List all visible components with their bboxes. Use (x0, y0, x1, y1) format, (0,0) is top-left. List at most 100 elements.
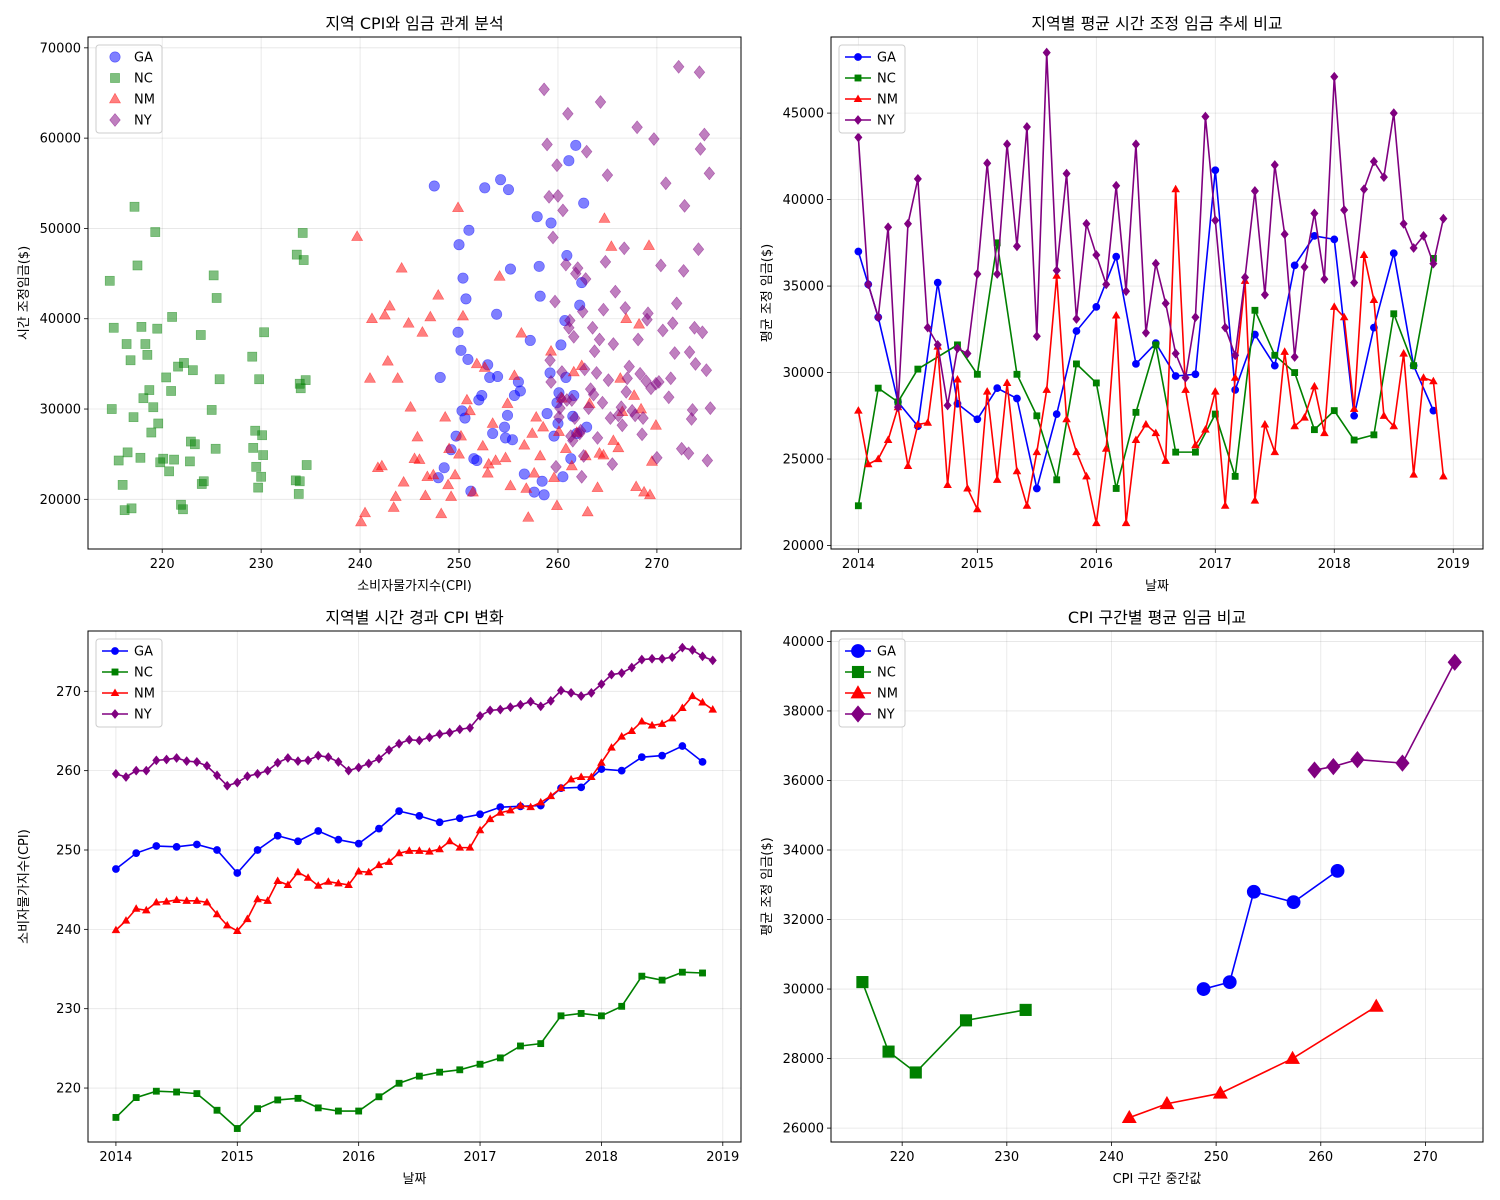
data-point-NY (1439, 213, 1448, 224)
data-point-NY (591, 430, 604, 445)
data-point-NM (1002, 378, 1012, 386)
data-point-NM (1220, 501, 1230, 509)
data-point-NY (963, 348, 972, 359)
data-point-GA (933, 278, 942, 287)
data-point-NY (874, 312, 883, 323)
data-point-GA (452, 326, 464, 338)
legend-label-NY: NY (877, 708, 895, 723)
data-point-NY (579, 272, 592, 286)
data-point-NY (667, 316, 679, 331)
data-point-NM (425, 847, 434, 855)
x-tick-label: 2014 (99, 1150, 132, 1165)
data-point-NC (256, 471, 267, 482)
data-point-GA (658, 751, 666, 760)
data-point-NY (152, 755, 161, 766)
data-point-NY (973, 269, 982, 279)
data-point-NM (593, 446, 606, 458)
data-point-NM (395, 261, 408, 273)
data-point-NY (550, 459, 562, 474)
data-point-NY (562, 106, 574, 121)
data-point-NC (1231, 472, 1239, 480)
data-point-NM (628, 389, 641, 400)
x-tick-label: 240 (1099, 1150, 1124, 1165)
series-NC (104, 201, 312, 516)
data-point-NM (465, 843, 475, 851)
data-point-NY (629, 408, 641, 423)
data-point-NC (914, 365, 922, 373)
data-point-NY (506, 702, 515, 713)
data-point-NY (1072, 314, 1081, 324)
data-point-NY (496, 704, 505, 715)
data-point-NM (1212, 1085, 1228, 1099)
data-point-NC (135, 452, 146, 463)
data-point-NY (602, 373, 615, 388)
data-point-NC (138, 393, 149, 404)
data-point-NM (607, 743, 616, 751)
data-point-NM (1181, 385, 1190, 393)
data-point-NY (324, 752, 333, 763)
data-point-NY (1151, 258, 1160, 269)
data-point-NC (295, 383, 306, 394)
legend: GA NC NM NY (838, 44, 906, 134)
data-point-NC (1330, 407, 1338, 415)
x-tick-label: 2015 (221, 1150, 254, 1165)
data-point-NY (703, 166, 716, 181)
data-point-NM (536, 797, 546, 806)
data-point-NM (506, 805, 515, 814)
data-point-NM (520, 482, 533, 493)
data-point-GA (1222, 975, 1237, 989)
data-point-NM (1121, 518, 1131, 527)
data-point-NM (374, 860, 384, 869)
data-point-NM (649, 418, 662, 430)
data-point-GA (504, 263, 516, 275)
data-point-NY (415, 735, 424, 746)
data-point-NY (864, 279, 873, 290)
data-point-NM (182, 896, 191, 904)
data-point-NM (698, 697, 707, 706)
y-tick-label: 45000 (783, 107, 824, 122)
data-point-NM (384, 857, 394, 865)
data-point-NY (172, 753, 181, 763)
series-NM (111, 691, 718, 934)
data-point-NC (297, 228, 308, 238)
data-point-NM (903, 461, 913, 470)
data-point-NC (314, 1104, 322, 1112)
data-point-NY (1201, 111, 1210, 122)
data-point-NY (1369, 156, 1378, 167)
x-tick-label: 230 (994, 1150, 1019, 1165)
data-point-NY (677, 263, 690, 278)
data-point-NY (142, 765, 151, 776)
data-point-NY (590, 365, 603, 380)
data-point-GA (555, 339, 567, 351)
data-point-NM (411, 430, 424, 442)
data-point-NM (556, 783, 566, 792)
data-point-NY (1307, 761, 1322, 779)
data-point-NM (1280, 347, 1289, 355)
data-point-NC (104, 275, 115, 286)
data-point-NM (233, 926, 242, 934)
data-point-NY (1012, 241, 1021, 252)
legend-marker-NM (850, 685, 866, 699)
y-tick-label: 28000 (783, 1052, 824, 1067)
x-tick-label: 2016 (1080, 557, 1113, 572)
y-axis-label: 소비자물가지수(CPI) (17, 829, 32, 944)
data-point-NC (300, 375, 311, 385)
data-point-NM (493, 269, 506, 281)
data-point-NY (606, 457, 619, 472)
data-point-NM (1419, 373, 1428, 381)
x-axis-label: 날짜 (403, 1172, 427, 1187)
series-NM (1121, 998, 1384, 1124)
data-point-GA (617, 766, 626, 775)
data-point-NY (516, 699, 525, 710)
y-tick-label: 240 (56, 923, 81, 938)
data-point-NC (1291, 369, 1299, 376)
data-point-NY (553, 410, 565, 425)
data-point-NC (169, 454, 179, 465)
data-point-NM (489, 454, 502, 465)
data-point-GA (213, 846, 221, 854)
data-point-NY (576, 304, 589, 319)
chart-title: 지역 CPI와 임금 관계 분석 (325, 14, 503, 33)
data-point-GA (1052, 410, 1061, 418)
data-point-GA (533, 260, 545, 272)
data-point-GA (1191, 370, 1200, 379)
